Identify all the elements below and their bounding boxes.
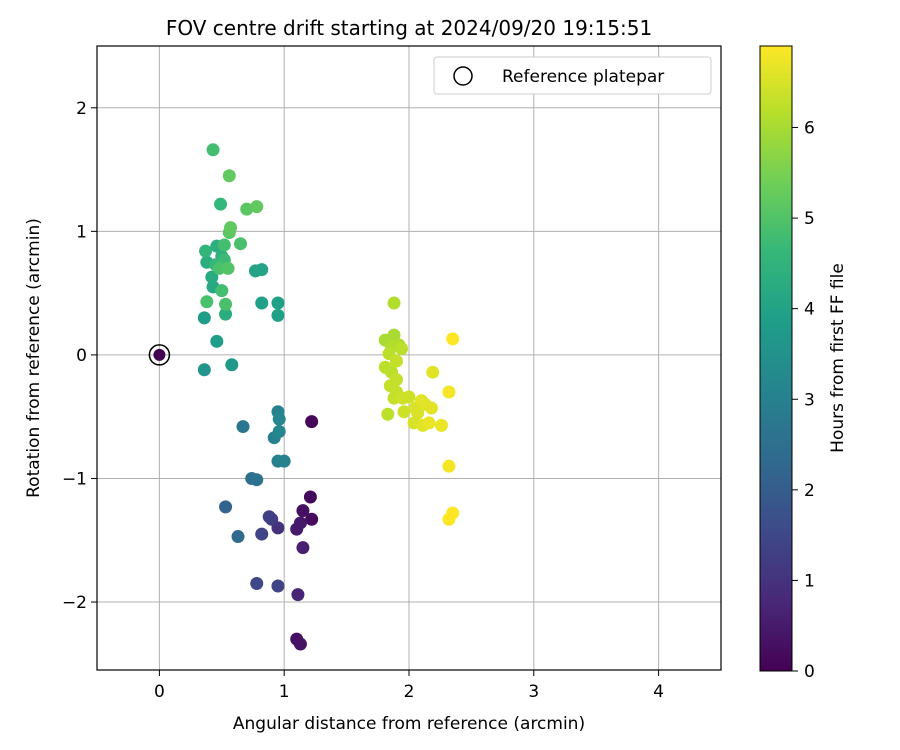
y-axis-ticks: −2 −1 0 1 2: [62, 99, 97, 613]
data-point: [411, 406, 425, 420]
legend-box: [433, 56, 712, 95]
data-point: [296, 541, 310, 555]
y-tick-label: −2: [62, 593, 87, 613]
data-point: [197, 311, 211, 325]
data-point: [240, 202, 254, 216]
data-point: [426, 365, 440, 379]
data-point: [250, 473, 264, 487]
y-tick-label: 2: [76, 99, 87, 119]
data-point: [262, 510, 276, 524]
data-point: [442, 459, 456, 473]
data-point: [234, 237, 248, 251]
colorbar-tick-label: 6: [804, 119, 815, 139]
chart-title: FOV centre drift starting at 2024/09/20 …: [166, 16, 652, 40]
colorbar: 0 1 2 3 4 5 6 Hours from first FF file: [759, 45, 848, 682]
x-axis-ticks: 0 1 2 3 4: [154, 670, 664, 702]
data-point: [291, 588, 305, 602]
data-point: [206, 143, 220, 157]
data-point: [305, 512, 319, 526]
y-tick-label: −1: [62, 469, 87, 489]
data-point: [225, 358, 239, 372]
data-point: [214, 197, 228, 211]
x-tick-label: 2: [404, 682, 415, 702]
data-point: [197, 363, 211, 377]
colorbar-tick-label: 5: [804, 209, 815, 229]
data-point: [272, 425, 286, 439]
data-point: [215, 284, 229, 298]
x-tick-label: 4: [653, 682, 664, 702]
data-point: [305, 415, 319, 429]
y-axis-label: Rotation from reference (arcmin): [24, 218, 44, 498]
data-point: [424, 401, 438, 415]
data-point: [219, 297, 233, 311]
data-point: [446, 332, 460, 346]
data-point: [381, 407, 395, 421]
data-point: [293, 637, 307, 651]
data-point: [217, 238, 231, 252]
colorbar-ticks: 0 1 2 3 4 5 6: [792, 119, 815, 682]
data-point: [271, 579, 285, 593]
grid-lines: [97, 46, 721, 670]
colorbar-tick-label: 3: [804, 390, 815, 410]
colorbar-gradient: [759, 45, 793, 672]
data-point: [387, 296, 401, 310]
colorbar-tick-label: 2: [804, 481, 815, 501]
data-point: [219, 500, 233, 514]
legend-label: Reference platepar: [502, 67, 664, 87]
data-point: [236, 420, 250, 434]
data-points: [197, 143, 460, 651]
data-point: [434, 418, 448, 432]
data-point: [446, 506, 460, 520]
x-tick-label: 1: [279, 682, 290, 702]
data-point: [199, 244, 213, 258]
data-point: [221, 261, 235, 275]
data-point: [250, 577, 264, 591]
data-point: [271, 308, 285, 322]
data-point: [442, 385, 456, 399]
y-tick-label: 1: [76, 222, 87, 242]
x-tick-label: 0: [154, 682, 165, 702]
data-point: [422, 416, 436, 430]
x-axis-label: Angular distance from reference (arcmin): [233, 714, 585, 734]
colorbar-label: Hours from first FF file: [828, 263, 848, 453]
data-point: [277, 454, 291, 468]
data-point: [271, 296, 285, 310]
colorbar-tick-label: 4: [804, 300, 815, 320]
reference-platepar-marker: [148, 344, 171, 366]
data-point: [210, 334, 224, 348]
data-point: [255, 527, 269, 541]
data-point: [397, 405, 411, 419]
colorbar-tick-label: 1: [804, 571, 815, 591]
data-point: [395, 342, 409, 356]
data-point: [272, 412, 286, 426]
legend: Reference platepar: [433, 56, 712, 95]
y-tick-label: 0: [76, 346, 87, 366]
data-point: [255, 263, 269, 277]
data-point: [231, 530, 245, 544]
data-point: [390, 354, 404, 368]
data-point: [250, 200, 264, 214]
data-point: [296, 504, 310, 518]
data-point: [205, 270, 219, 284]
data-point: [255, 296, 269, 310]
legend-marker-icon: [453, 66, 473, 86]
data-point: [303, 490, 317, 504]
data-point: [219, 307, 233, 321]
data-point: [402, 390, 416, 404]
data-point: [222, 169, 236, 183]
data-point: [224, 221, 238, 235]
data-point: [200, 295, 214, 309]
x-tick-label: 3: [528, 682, 539, 702]
colorbar-tick-label: 0: [804, 662, 815, 682]
data-point: [293, 516, 307, 530]
reference-point: [153, 348, 166, 361]
